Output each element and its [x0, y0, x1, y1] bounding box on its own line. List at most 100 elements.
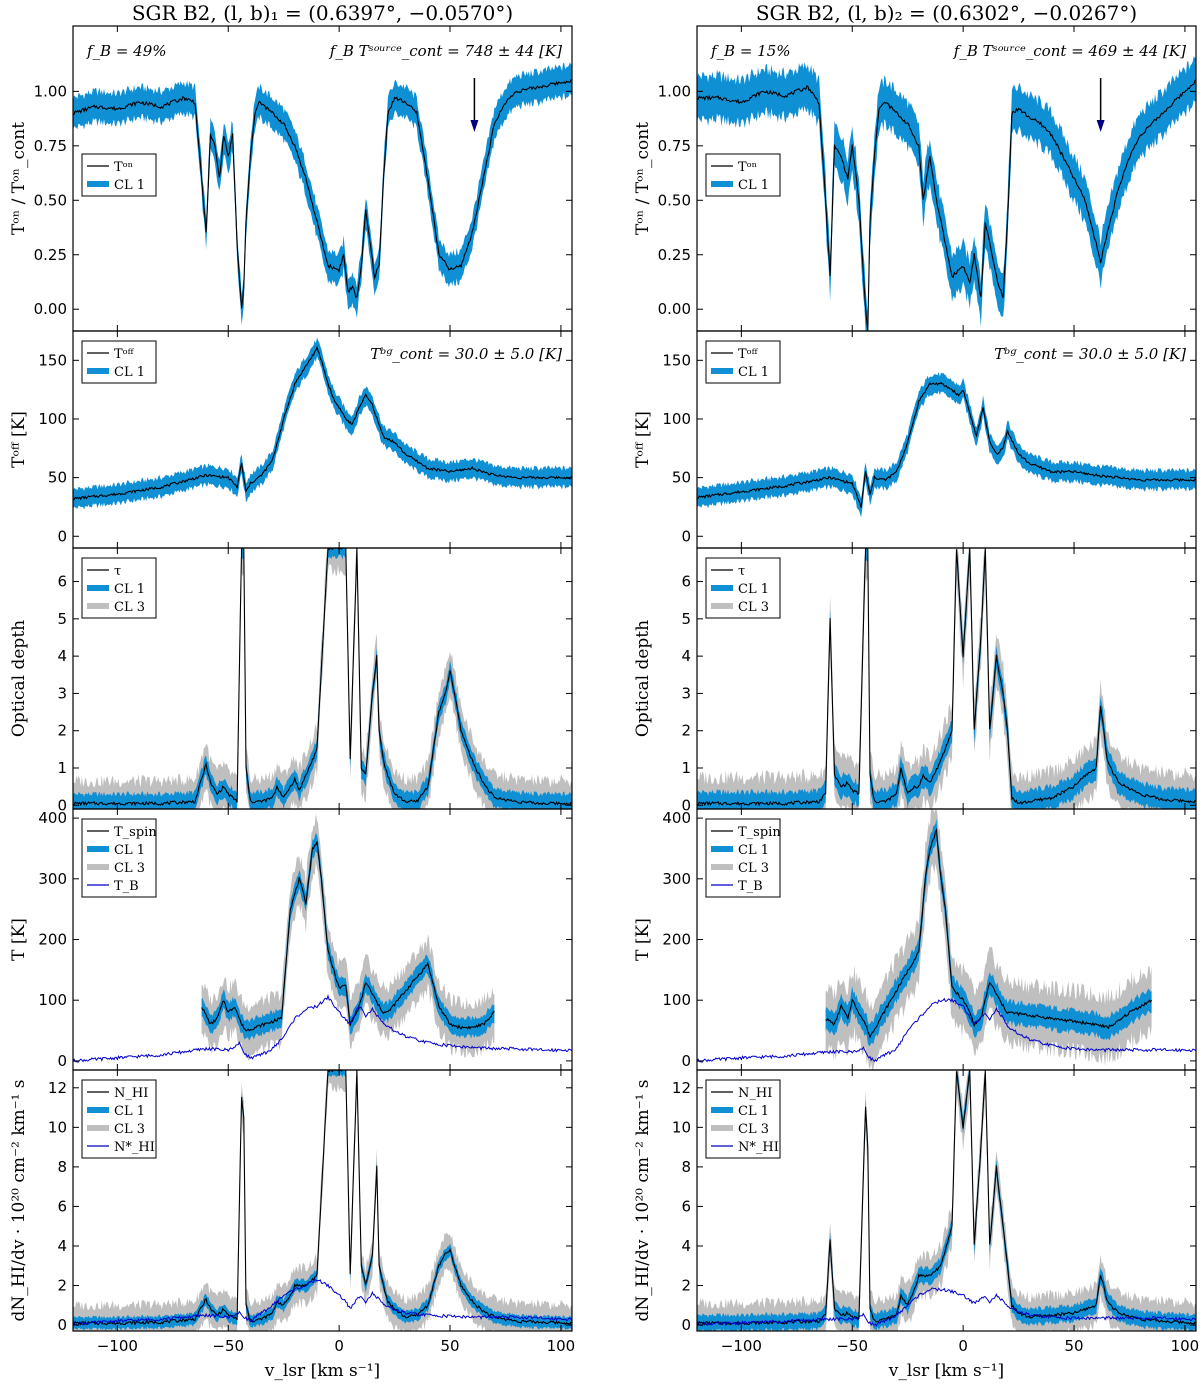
legend-label: CL 1 [114, 582, 145, 597]
subplot-column: 0 2 4 6 8 10 12 dN_HI/dv · 10²⁰ cm⁻² km⁻¹ s N_HI… [633, 1069, 1200, 1355]
legend-label: CL 1 [114, 1104, 145, 1119]
cl1-band [697, 56, 1196, 331]
subplot-temp: 0 100 200 300 400 T [K] T_spin CL 1 CL 3 T_B [633, 808, 1197, 1071]
legend-label: CL 1 [738, 365, 769, 380]
y-tick-label: 300 [662, 870, 691, 888]
y-axis-label: Tᵒⁿ / Tᵒⁿ_cont [633, 122, 653, 235]
legend-label: Tᵒⁿ [114, 160, 133, 175]
y-tick-label: 12 [48, 1079, 67, 1097]
y-tick-label: 4 [57, 647, 67, 665]
plot-area [73, 1070, 572, 1331]
y-tick-label: 150 [38, 351, 67, 369]
y-tick-label: 200 [38, 931, 67, 949]
series-line-0 [73, 345, 572, 501]
cl1-band [201, 832, 495, 1041]
cl3-band [73, 1070, 572, 1331]
y-tick-label: 0 [681, 527, 691, 545]
x-tick-label: −100 [97, 1337, 138, 1355]
cl1-band [73, 337, 572, 510]
legend-box [81, 153, 157, 197]
y-tick-label: 12 [672, 1079, 691, 1097]
y-tick-label: 0.75 [34, 137, 67, 155]
cl3-band [697, 1070, 1196, 1331]
y-tick-label: 300 [38, 870, 67, 888]
legend-label: τ [114, 564, 121, 579]
legend-box [705, 1079, 781, 1159]
y-tick-label: 100 [38, 410, 67, 428]
y-tick-label: 1.00 [658, 82, 691, 100]
chart-title: SGR B2, (l, b)₁ = (0.6397°, −0.0570°) [132, 1, 513, 25]
series-line-0 [697, 79, 1196, 331]
x-axis-label: v_lsr [km s⁻¹] [888, 1361, 1004, 1381]
y-tick-label: 8 [681, 1158, 691, 1176]
cl3-band [825, 809, 1152, 1070]
y-tick-label: 3 [681, 684, 691, 702]
legend: Tᵒᶠᶠ CL 1 [705, 340, 781, 384]
y-tick-label: 0.50 [34, 191, 67, 209]
legend: N_HI CL 1 CL 3 N*_HI [705, 1079, 781, 1159]
x-tick-label: 50 [1064, 1337, 1083, 1355]
axes-frame [72, 1069, 573, 1332]
legend-box [81, 340, 157, 384]
legend-label: T_B [114, 879, 139, 894]
subplot-column: 0 2 4 6 8 10 12 dN_HI/dv · 10²⁰ cm⁻² km⁻¹ s N_HI… [9, 1069, 576, 1355]
y-tick-label: 2 [57, 722, 67, 740]
y-tick-label: 0 [57, 1316, 67, 1334]
plot-area [73, 62, 572, 325]
legend-label: T_B [738, 879, 763, 894]
y-tick-label: 0 [681, 796, 691, 814]
legend-label: CL 3 [738, 600, 769, 615]
y-tick-label: 0.25 [658, 246, 691, 264]
series-line-0 [825, 827, 1153, 1039]
y-tick-label: 0.00 [658, 300, 691, 318]
y-tick-label: 50 [672, 469, 691, 487]
legend-label: CL 1 [114, 178, 145, 193]
legend-box [705, 818, 781, 898]
y-tick-label: 100 [662, 991, 691, 1009]
y-tick-label: 4 [57, 1237, 67, 1255]
y-tick-label: 4 [681, 647, 691, 665]
series-line-0 [201, 841, 495, 1032]
x-axis-label: v_lsr [km s⁻¹] [264, 1361, 380, 1381]
bg-annotation: Tᵇᵍ_cont = 30.0 ± 5.0 [K] [994, 345, 1186, 363]
y-tick-label: 400 [662, 809, 691, 827]
subplot-ratio: 0.00 0.25 0.50 0.75 1.00 Tᵒⁿ / Tᵒⁿ_cont Tᵒⁿ CL … [9, 25, 573, 332]
y-tick-label: 8 [57, 1158, 67, 1176]
series-line-0 [697, 1070, 1196, 1326]
series-line-1 [73, 1278, 572, 1326]
legend: Tᵒⁿ CL 1 [81, 153, 157, 197]
y-tick-label: 10 [48, 1118, 67, 1136]
source-annotation: f_B Tˢᵒᵘʳᶜᵉ_cont = 748 ± 44 [K] [329, 42, 562, 60]
y-tick-label: 6 [57, 573, 67, 591]
series-line-0 [73, 79, 572, 309]
legend-label: Tᵒᶠᶠ [738, 347, 759, 362]
legend-label: Tᵒⁿ [738, 160, 757, 175]
legend-box [81, 818, 157, 898]
fb-annotation: f_B = 49% [86, 42, 167, 60]
subplot-tau: 0 1 2 3 4 5 6 Optical depth τ CL 1 CL 3 [633, 547, 1197, 814]
x-tick-label: −50 [212, 1337, 244, 1355]
y-tick-label: 2 [681, 1277, 691, 1295]
y-axis-label: dN_HI/dv · 10²⁰ cm⁻² km⁻¹ s [633, 1079, 653, 1321]
fb-annotation: f_B = 15% [710, 42, 791, 60]
legend-label: CL 1 [738, 582, 769, 597]
legend-box [81, 1079, 157, 1159]
legend: Tᵒⁿ CL 1 [705, 153, 781, 197]
y-tick-label: 5 [57, 610, 67, 628]
series-line-1 [697, 997, 1196, 1063]
y-tick-label: 200 [662, 931, 691, 949]
x-tick-label: 100 [547, 1337, 576, 1355]
legend-label: N_HI [738, 1086, 772, 1101]
legend: T_spin CL 1 CL 3 T_B [81, 818, 157, 898]
y-tick-label: 150 [662, 351, 691, 369]
x-tick-label: 100 [1171, 1337, 1200, 1355]
y-tick-label: 0.75 [658, 137, 691, 155]
legend-box [705, 340, 781, 384]
y-tick-label: 1.00 [34, 82, 67, 100]
legend: Tᵒᶠᶠ CL 1 [81, 340, 157, 384]
y-tick-label: 100 [662, 410, 691, 428]
x-tick-label: −100 [721, 1337, 762, 1355]
series-line-0 [697, 548, 1196, 807]
x-tick-label: −50 [836, 1337, 868, 1355]
legend-label: τ [738, 564, 745, 579]
